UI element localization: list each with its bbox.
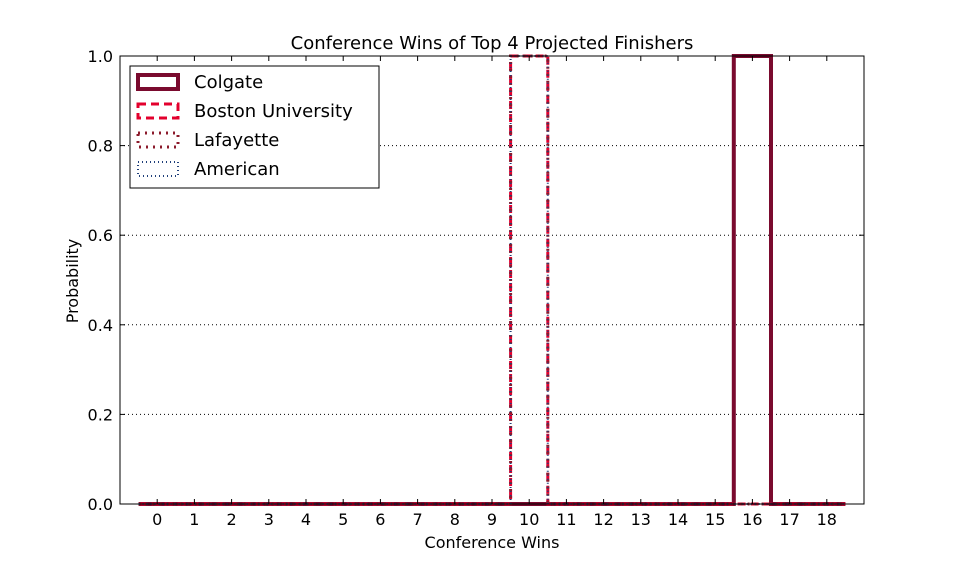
x-tick-label-9: 9 (487, 510, 497, 529)
y-tick-label-5: 1.0 (88, 47, 113, 66)
y-tick-label-4: 0.8 (88, 137, 113, 156)
x-tick-label-4: 4 (301, 510, 311, 529)
x-tick-label-17: 17 (779, 510, 799, 529)
x-tick-label-1: 1 (189, 510, 199, 529)
x-tick-label-0: 0 (152, 510, 162, 529)
x-tick-label-12: 12 (593, 510, 613, 529)
legend: Colgate Boston University Lafayette America… (129, 65, 380, 189)
x-tick-label-2: 2 (227, 510, 237, 529)
legend-label-0: Colgate (194, 72, 263, 93)
x-tick-label-3: 3 (264, 510, 274, 529)
legend-swatch-3 (137, 161, 179, 177)
y-tick-label-2: 0.4 (88, 316, 113, 335)
x-tick-label-18: 18 (817, 510, 837, 529)
y-tick-label-0: 0.0 (88, 495, 113, 514)
chart-title: Conference Wins of Top 4 Projected Finis… (291, 33, 694, 54)
x-tick-label-5: 5 (338, 510, 348, 529)
legend-label-1: Boston University (194, 101, 353, 122)
y-tick-label-1: 0.2 (88, 405, 113, 424)
legend-swatch-1 (136, 102, 180, 120)
legend-label-3: American (194, 159, 280, 180)
x-tick-label-10: 10 (519, 510, 539, 529)
axis-ticks: 0.00.20.40.60.81.00 1 2 3 4 5 6 7 8 9 10 11 12 13 14 15… (88, 47, 864, 529)
x-tick-label-14: 14 (668, 510, 688, 529)
y-tick-label-3: 0.6 (88, 226, 113, 245)
legend-label-2: Lafayette (194, 130, 279, 151)
y-axis-label: Probability (63, 239, 82, 324)
x-tick-label-16: 16 (742, 510, 762, 529)
legend-box (129, 65, 380, 189)
x-tick-label-11: 11 (556, 510, 576, 529)
x-tick-label-15: 15 (705, 510, 725, 529)
x-tick-label-8: 8 (450, 510, 460, 529)
x-tick-label-6: 6 (375, 510, 385, 529)
x-tick-label-7: 7 (413, 510, 423, 529)
x-axis-label: Conference Wins (425, 533, 560, 552)
legend-swatch-0 (136, 73, 180, 91)
x-tick-label-13: 13 (631, 510, 651, 529)
